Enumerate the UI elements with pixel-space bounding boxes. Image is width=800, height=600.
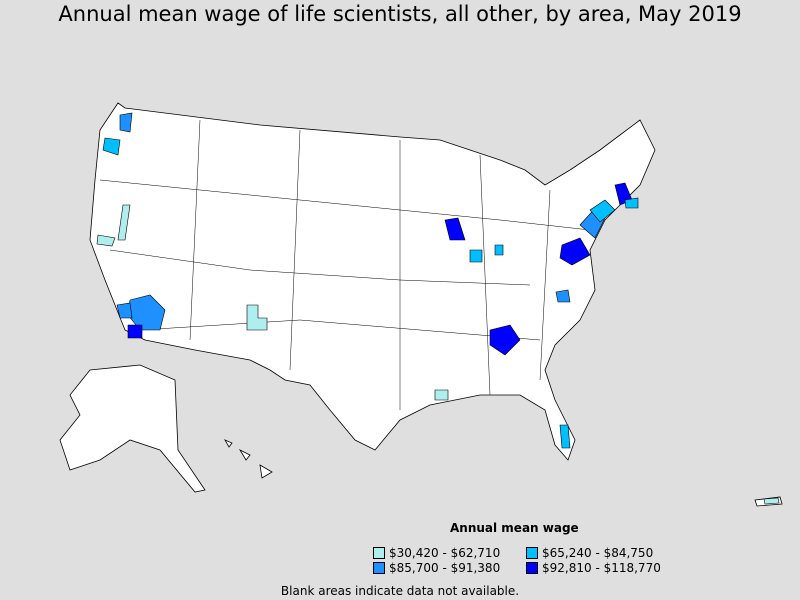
legend-label: $30,420 - $62,710 <box>389 546 501 560</box>
region-atlanta <box>489 324 521 356</box>
data-note: Blank areas indicate data not available. <box>280 584 520 598</box>
legend-item: $92,810 - $118,770 <box>526 561 661 575</box>
region-new-mexico <box>246 304 268 331</box>
map-title: Annual mean wage of life scientists, all… <box>58 2 742 26</box>
region-raleigh <box>555 289 571 303</box>
legend-swatch <box>373 562 385 574</box>
legend-swatch <box>526 547 538 559</box>
legend-label: $85,700 - $91,380 <box>389 561 501 575</box>
region-chicago <box>444 217 466 241</box>
region-northeast <box>589 199 616 223</box>
region-los-angeles <box>116 302 133 319</box>
region-puerto-rico <box>763 497 780 505</box>
region-seattle <box>119 112 133 133</box>
contiguous-us <box>89 102 656 461</box>
region-louisiana <box>434 389 449 401</box>
legend-swatch <box>526 562 538 574</box>
legend-label: $92,810 - $118,770 <box>542 561 661 575</box>
region-san-diego <box>127 324 143 339</box>
region-south-florida <box>559 424 571 449</box>
region-nevada <box>117 204 131 241</box>
region-dc-baltimore <box>559 237 591 266</box>
alaska <box>59 364 206 493</box>
legend-item: $85,700 - $91,380 <box>373 561 500 575</box>
region-indiana <box>469 249 483 263</box>
legend-swatch <box>373 547 385 559</box>
region-ohio <box>494 244 504 256</box>
legend-item: $30,420 - $62,710 <box>373 546 500 560</box>
hawaii <box>224 439 273 479</box>
legend-label: $65,240 - $84,750 <box>542 546 654 560</box>
region-portland <box>102 137 121 156</box>
legend-title: Annual mean wage <box>450 521 579 535</box>
region-providence <box>624 197 639 209</box>
legend-item: $65,240 - $84,750 <box>526 546 653 560</box>
region-sacramento <box>96 234 116 247</box>
